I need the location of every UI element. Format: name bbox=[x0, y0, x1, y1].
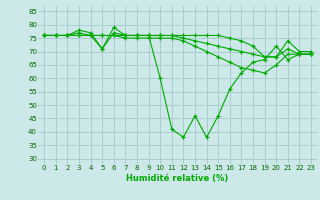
X-axis label: Humidité relative (%): Humidité relative (%) bbox=[126, 174, 229, 183]
